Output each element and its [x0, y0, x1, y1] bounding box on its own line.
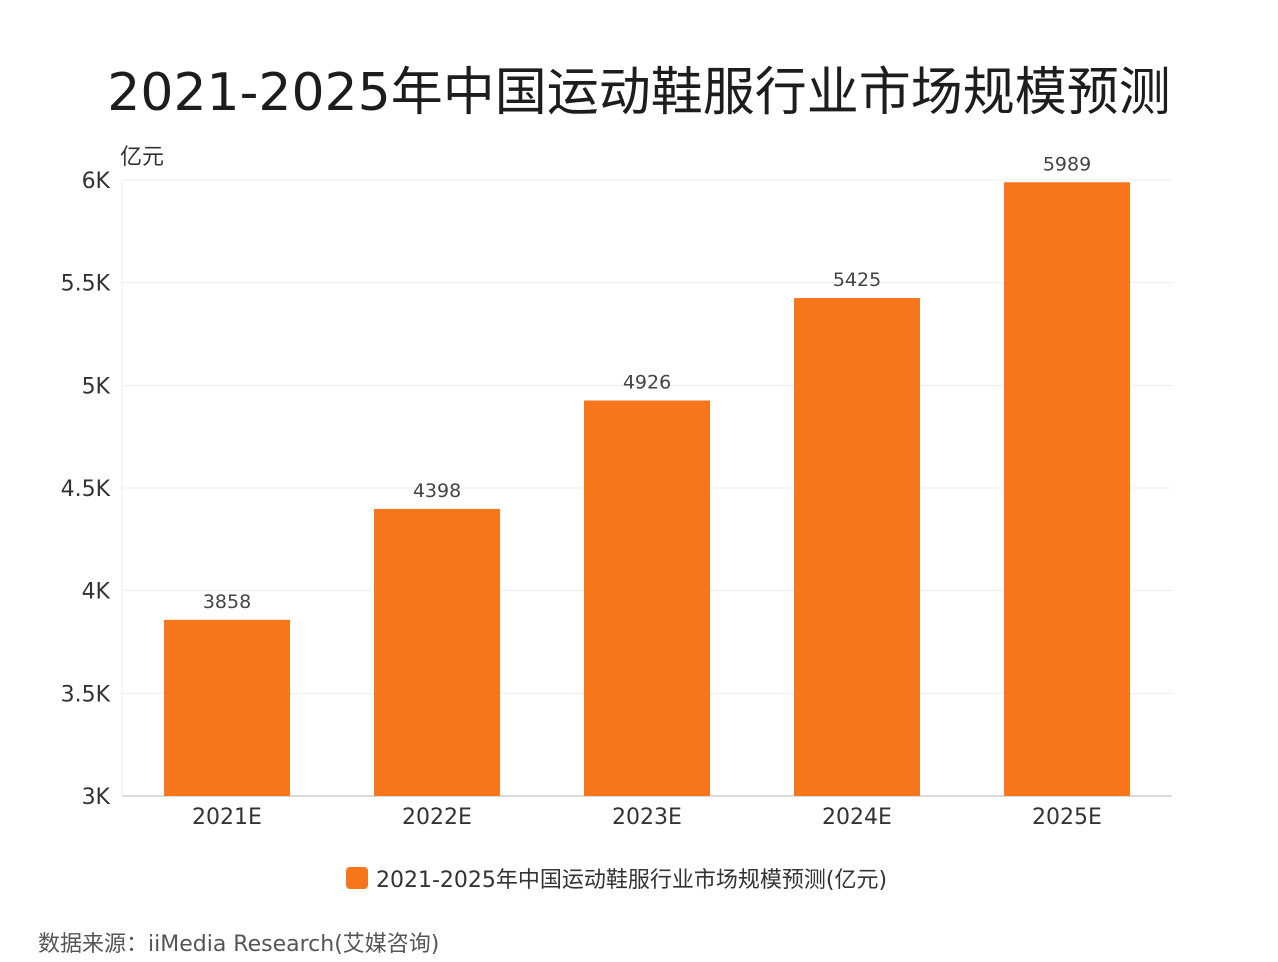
legend-swatch	[346, 867, 368, 889]
x-tick-label-2022E: 2022E	[402, 805, 472, 830]
bar-2025E	[1004, 182, 1130, 796]
data-source: 数据来源：iiMedia Research(艾媒咨询)	[38, 932, 440, 957]
y-axis-ticks: 3K 3.5K 4K 4.5K 5K 5.5K 6K	[61, 169, 111, 810]
x-tick-label-2023E: 2023E	[612, 805, 682, 830]
bars: 3858 4398 4926 5425 5989	[164, 153, 1130, 796]
legend: 2021-2025年中国运动鞋服行业市场规模预测(亿元)	[346, 862, 887, 894]
y-tick-label: 3.5K	[61, 682, 111, 707]
y-tick-label: 4.5K	[61, 477, 111, 502]
legend-label: 2021-2025年中国运动鞋服行业市场规模预测(亿元)	[376, 868, 888, 893]
x-tick-label-2021E: 2021E	[192, 805, 262, 830]
x-axis-ticks: 2021E 2022E 2023E 2024E 2025E	[192, 805, 1102, 830]
data-label-2023E: 4926	[623, 372, 671, 394]
x-tick-label-2025E: 2025E	[1032, 805, 1102, 830]
y-axis-unit-label: 亿元	[120, 145, 164, 170]
y-tick-label: 3K	[82, 785, 111, 810]
data-label-2025E: 5989	[1043, 153, 1091, 175]
data-label-2022E: 4398	[413, 480, 461, 502]
x-tick-label-2024E: 2024E	[822, 805, 892, 830]
data-label-2024E: 5425	[833, 269, 881, 291]
bar-2023E	[584, 400, 710, 796]
bar-2022E	[374, 508, 500, 796]
bar-2021E	[164, 619, 290, 796]
y-tick-label: 6K	[82, 169, 111, 194]
y-tick-label: 5K	[82, 374, 111, 399]
data-label-2021E: 3858	[203, 591, 251, 613]
y-tick-label: 4K	[82, 580, 111, 605]
bar-2024E	[794, 298, 920, 796]
y-tick-label: 5.5K	[61, 272, 111, 297]
chart-title: 2021-2025年中国运动鞋服行业市场规模预测	[107, 63, 1171, 123]
